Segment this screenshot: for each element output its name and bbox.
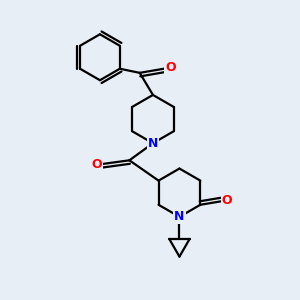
Text: O: O (92, 158, 102, 171)
Text: O: O (165, 61, 176, 74)
Text: N: N (174, 210, 184, 223)
Text: N: N (148, 137, 158, 150)
Text: O: O (221, 194, 232, 207)
